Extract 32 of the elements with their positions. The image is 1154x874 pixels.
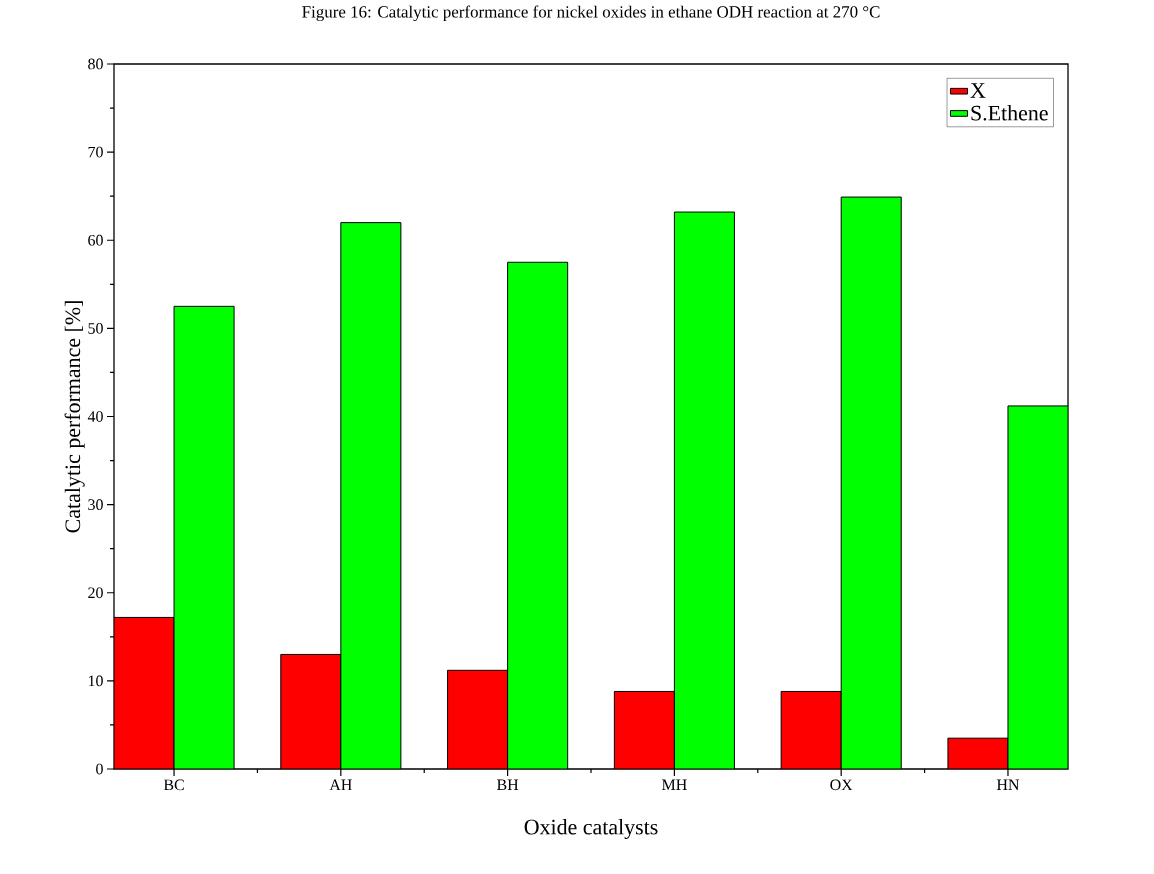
bar [673, 211, 735, 769]
y-tick-label: 20 [88, 587, 103, 599]
x-tick-label: BC [163, 779, 184, 791]
legend-label: S.Ethene [971, 105, 1048, 121]
bar [613, 690, 675, 769]
bar [781, 691, 842, 769]
bar [507, 261, 569, 769]
y-tick-label: 70 [88, 146, 103, 158]
legend-label: X [970, 83, 986, 98]
y-tick-label: 80 [88, 58, 103, 70]
bar [1007, 405, 1069, 769]
y-tick-label: 50 [88, 323, 103, 334]
x-tick-label: AH [329, 779, 352, 791]
y-tick-label: 10 [88, 675, 103, 687]
x-axis-title: Oxide catalysts [524, 819, 658, 840]
x-tick-label: BH [497, 779, 519, 790]
x-tick-label: OX [830, 779, 853, 791]
x-tick-label: HN [996, 779, 1020, 790]
bar [947, 737, 1009, 769]
bar [280, 653, 342, 769]
bar [841, 197, 902, 769]
y-axis-title: Catalytic performance [%] [64, 301, 85, 533]
chart-title: Figure 16: Catalytic performance for nickel oxides in ethane ODH reaction at 270 °C [302, 5, 880, 22]
y-tick-label: 60 [88, 234, 103, 246]
y-tick-label: 0 [96, 763, 103, 775]
bar [114, 616, 175, 769]
bar [173, 305, 235, 769]
y-tick-label: 40 [87, 411, 103, 422]
bar [447, 669, 509, 769]
y-tick-label: 30 [88, 499, 103, 510]
bar [340, 222, 402, 769]
x-tick-label: MH [662, 779, 687, 790]
